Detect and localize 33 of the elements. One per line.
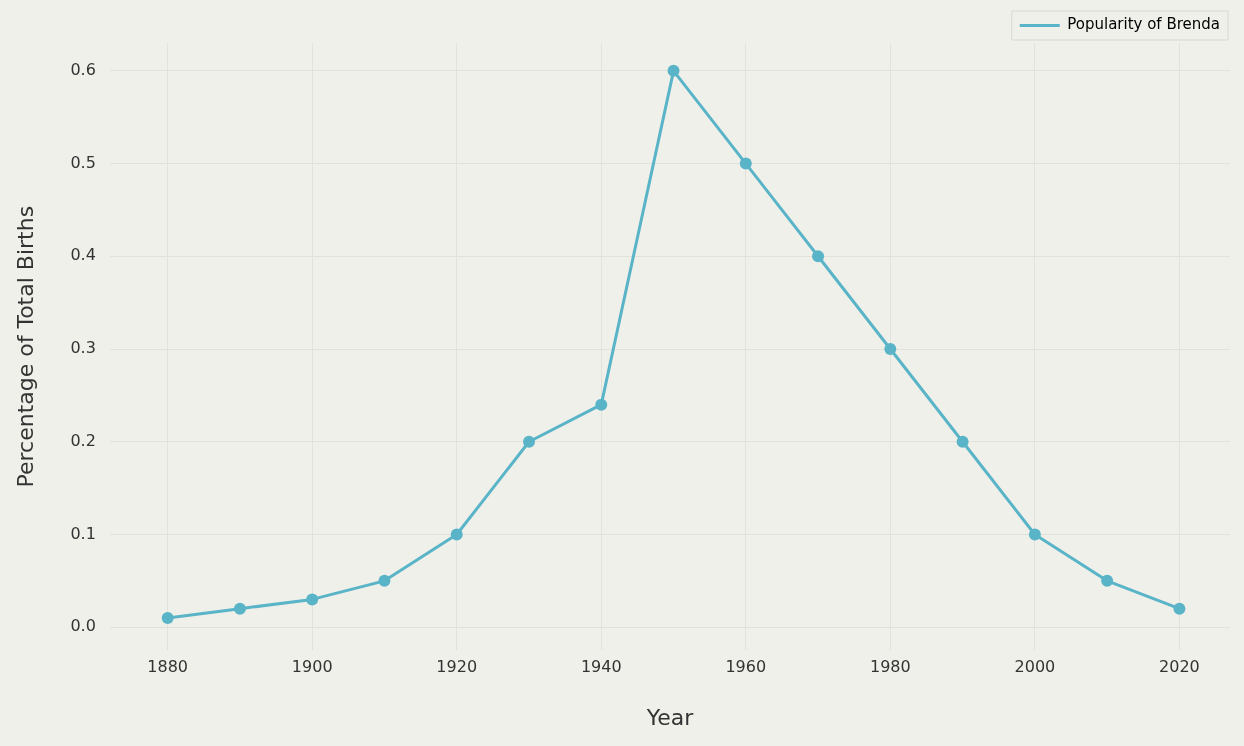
point [739, 157, 752, 170]
x-tick-label: 2020 [1159, 657, 1200, 677]
y-tick-label: 0.6 [70, 59, 96, 79]
point [1028, 528, 1041, 541]
point [378, 574, 391, 587]
y-tick-label: 0.5 [70, 152, 96, 172]
point [1173, 602, 1186, 615]
x-tick-label: 1980 [869, 657, 911, 677]
y-tick-label: 0.2 [70, 430, 96, 450]
point [233, 602, 246, 615]
point [306, 593, 319, 606]
y-tick-label: 0.4 [70, 245, 96, 265]
y-tick-label: 0.3 [70, 338, 96, 358]
x-tick-label: 1940 [580, 657, 622, 677]
point [884, 343, 897, 356]
x-tick-label: 2000 [1014, 657, 1056, 677]
point [523, 435, 535, 448]
y-axis-title: Percentage of Total Births [12, 205, 38, 488]
y-tick-label: 0.1 [70, 523, 96, 543]
x-tick-label: 1960 [725, 657, 767, 677]
point [812, 250, 825, 263]
x-axis-title: Year [645, 704, 695, 730]
point [1101, 574, 1114, 587]
y-tick-label: 0.0 [70, 616, 96, 636]
point [161, 611, 174, 624]
x-tick-label: 1900 [291, 657, 333, 677]
point [956, 435, 969, 448]
x-tick-label: 1880 [147, 657, 189, 677]
x-tick-label: 1920 [436, 657, 478, 677]
legend-label: Popularity of Brenda [1067, 15, 1221, 34]
point [450, 528, 463, 541]
point [667, 64, 680, 77]
point [595, 398, 608, 411]
